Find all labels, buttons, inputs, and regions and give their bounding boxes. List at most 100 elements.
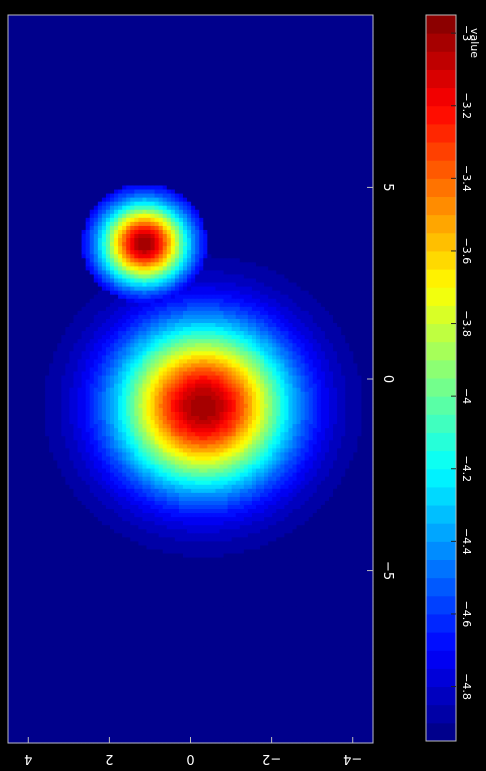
heatmap-cell	[125, 589, 131, 594]
heatmap-cell	[287, 674, 293, 679]
heatmap-cell	[316, 637, 321, 643]
heatmap-cell	[52, 601, 58, 607]
heatmap-cell	[320, 593, 325, 598]
heatmap-cell	[117, 629, 123, 635]
heatmap-cell	[344, 658, 350, 663]
heatmap-cell	[129, 629, 135, 635]
heatmap-cell	[300, 573, 305, 578]
heatmap-cell	[320, 565, 325, 570]
heatmap-cell	[340, 577, 346, 582]
heatmap-cell	[56, 690, 62, 696]
heatmap-cell	[85, 674, 90, 679]
heatmap-cell	[76, 613, 82, 619]
heatmap-cell	[12, 674, 17, 679]
heatmap-cell	[267, 722, 273, 728]
heatmap-cell	[227, 738, 232, 744]
heatmap-cell	[101, 738, 106, 744]
heatmap-cell	[312, 645, 317, 651]
heatmap-cell	[44, 552, 50, 558]
heatmap-cell	[85, 605, 90, 611]
heatmap-cell	[40, 706, 46, 712]
heatmap-cell	[332, 734, 338, 740]
heatmap-cell	[239, 528, 244, 534]
heatmap-cell	[214, 633, 220, 639]
heatmap-cell	[12, 597, 17, 603]
heatmap-cell	[202, 670, 208, 675]
heatmap-cell	[182, 686, 188, 692]
heatmap-cell	[231, 605, 236, 611]
heatmap-cell	[308, 597, 313, 603]
heatmap-cell	[263, 686, 269, 692]
heatmap-cell	[267, 738, 273, 744]
heatmap-cell	[81, 654, 86, 659]
heatmap-cell	[117, 544, 123, 550]
heatmap-cell	[316, 633, 321, 639]
heatmap-cell	[72, 540, 78, 546]
heatmap-cell	[300, 662, 305, 667]
heatmap-cell	[24, 690, 29, 696]
heatmap-cell	[149, 605, 155, 611]
heatmap-cell	[194, 641, 200, 647]
heatmap-cell	[320, 520, 325, 526]
heatmap-cell	[97, 597, 102, 603]
heatmap-cell	[20, 532, 25, 538]
heatmap-cell	[348, 577, 354, 582]
heatmap-cell	[279, 573, 285, 578]
heatmap-cell	[145, 548, 151, 554]
heatmap-cell	[149, 662, 155, 667]
heatmap-cell	[182, 658, 188, 663]
heatmap-cell	[113, 605, 119, 611]
heatmap-cell	[368, 601, 374, 607]
heatmap-cell	[145, 702, 151, 708]
heatmap-cell	[251, 609, 256, 615]
heatmap-cell	[243, 528, 248, 534]
heatmap-cell	[174, 609, 179, 615]
heatmap-cell	[348, 540, 354, 546]
heatmap-cell	[271, 565, 277, 570]
heatmap-cell	[129, 569, 135, 574]
heatmap-cell	[72, 710, 78, 716]
heatmap-cell	[243, 520, 248, 526]
heatmap-cell	[295, 726, 301, 732]
heatmap-cell	[271, 645, 277, 651]
heatmap-cell	[166, 601, 171, 607]
heatmap-cell	[287, 556, 293, 562]
heatmap-cell	[56, 734, 62, 740]
heatmap-cell	[109, 561, 115, 566]
heatmap-cell	[255, 605, 261, 611]
heatmap-cell	[40, 621, 46, 627]
heatmap-cell	[368, 649, 374, 655]
heatmap-cell	[64, 682, 70, 687]
heatmap-cell	[32, 556, 37, 562]
heatmap-cell	[267, 654, 273, 659]
heatmap-cell	[158, 706, 163, 712]
heatmap-cell	[243, 690, 248, 696]
heatmap-cell	[255, 734, 261, 740]
heatmap-cell	[113, 738, 119, 744]
heatmap-cell	[259, 637, 265, 643]
heatmap-cell	[89, 597, 94, 603]
heatmap-cell	[271, 718, 277, 724]
heatmap-cell	[68, 637, 74, 643]
heatmap-cell	[271, 633, 277, 639]
heatmap-cell	[81, 524, 86, 530]
heatmap-cell	[320, 694, 325, 700]
heatmap-cell	[166, 710, 171, 716]
heatmap-cell	[239, 569, 244, 574]
heatmap-cell	[174, 540, 179, 546]
heatmap-cell	[222, 520, 228, 526]
heatmap-cell	[133, 706, 139, 712]
heatmap-cell	[344, 726, 350, 732]
heatmap-cell	[162, 617, 167, 623]
heatmap-cell	[64, 738, 70, 744]
heatmap-cell	[352, 524, 358, 530]
heatmap-cell	[81, 532, 86, 538]
heatmap-cell	[247, 540, 252, 546]
heatmap-cell	[263, 540, 269, 546]
heatmap-cell	[40, 581, 46, 586]
heatmap-cell	[12, 645, 17, 651]
heatmap-cell	[89, 726, 94, 732]
heatmap-cell	[218, 738, 224, 744]
heatmap-cell	[12, 621, 17, 627]
heatmap-cell	[283, 544, 289, 550]
